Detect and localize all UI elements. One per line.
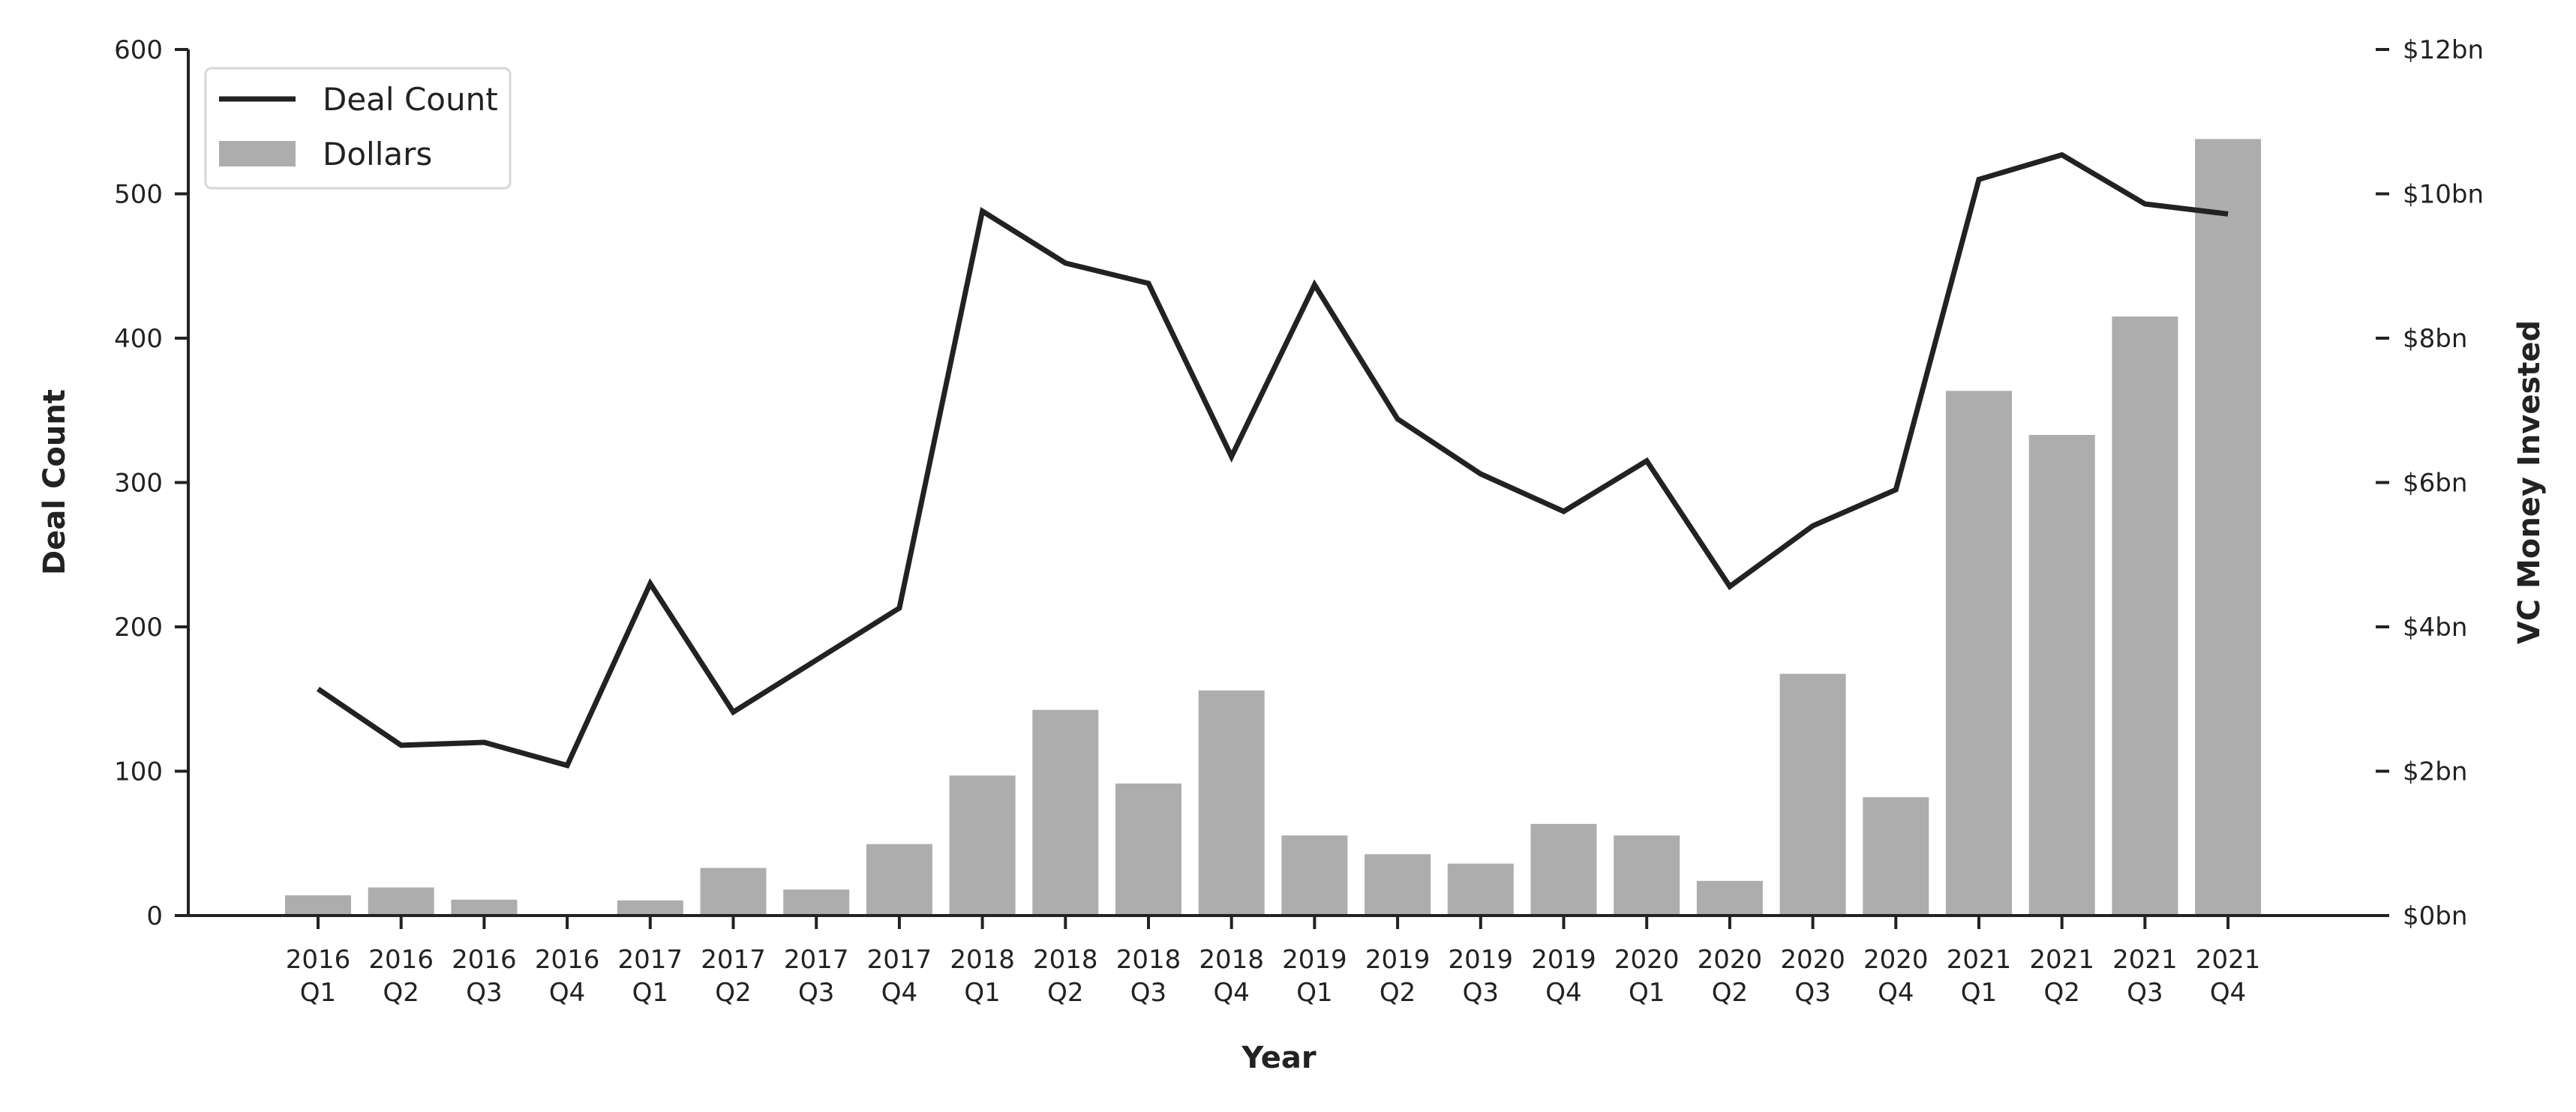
x-tick-label: 2018 Q2 [1033,945,1098,1008]
bar-2019-q2 [1365,854,1431,916]
bar-2020-q1 [1614,835,1680,916]
y-tick-label-left: 0 [146,901,163,931]
bar-2018-q4 [1198,690,1265,916]
bar-2021-q3 [2112,316,2178,916]
line-layer [317,151,2229,769]
y-axis-title-left: Deal Count [38,389,72,575]
x-tick-label: 2018 Q1 [950,945,1015,1008]
bar-2018-q3 [1115,783,1181,916]
y-tick-label-right: $12bn [2403,35,2484,65]
bar-2017-q2 [700,868,767,916]
y-tick-label-left: 400 [114,324,163,354]
bar-2021-q2 [2028,435,2095,916]
bar-2016-q3 [451,899,518,916]
y-tick-label-left: 200 [114,613,163,643]
x-tick-label: 2021 Q4 [2196,945,2261,1008]
y-tick-label-left: 600 [114,35,163,65]
x-tick-label: 2016 Q4 [535,945,600,1008]
y-tick-label-right: $4bn [2403,613,2467,643]
bar-2021-q4 [2195,139,2262,916]
y-tick-label-right: $2bn [2403,757,2467,787]
x-tick-label: 2017 Q4 [867,945,932,1008]
bar-2016-q2 [368,887,434,916]
x-tick-label: 2021 Q1 [1947,945,2012,1008]
y-tick-label-left: 500 [114,180,163,210]
y-ticks-right: $0bn $2bn $4bn $6bn $8bn $10bn $12bn [2376,35,2484,931]
y-tick-label-right: $10bn [2403,180,2484,210]
x-tick-label: 2016 Q1 [286,945,351,1008]
x-tick-label: 2018 Q3 [1116,945,1181,1008]
bar-2019-q4 [1530,823,1597,916]
bar-2019-q1 [1281,835,1348,916]
x-tick-label: 2021 Q2 [2029,945,2094,1008]
x-tick-label: 2020 Q4 [1863,945,1929,1008]
y-ticks-left: 0 100 200 300 400 500 600 [114,35,188,931]
bar-2017-q1 [617,900,683,916]
x-tick-label: 2020 Q3 [1780,945,1845,1008]
y-tick-label-right: $0bn [2403,901,2467,931]
x-tick-label: 2019 Q1 [1282,945,1347,1008]
legend-label-deal-count: Deal Count [323,81,498,118]
bar-2019-q3 [1447,863,1514,916]
y-tick-label-left: 100 [114,757,163,787]
deal-count-line [317,151,2229,769]
x-axis-title: Year [1241,1041,1316,1075]
bar-2020-q3 [1779,673,1846,916]
legend-label-dollars: Dollars [323,136,432,172]
x-tick-label: 2020 Q2 [1698,945,1763,1008]
x-tick-label: 2016 Q2 [368,945,434,1008]
bar-2017-q4 [866,844,932,916]
y-tick-label-right: $6bn [2403,469,2467,499]
x-tick-label: 2019 Q2 [1365,945,1431,1008]
bar-2018-q2 [1032,709,1099,916]
y-tick-label-right: $8bn [2403,324,2467,354]
y-tick-label-left: 300 [114,469,163,499]
x-tick-label: 2017 Q1 [618,945,683,1008]
bar-2020-q2 [1696,880,1763,916]
bar-2017-q3 [783,889,850,916]
legend: Deal Count Dollars [204,67,512,190]
bar-2018-q1 [949,775,1016,916]
x-tick-label: 2016 Q3 [452,945,517,1008]
x-tick-label: 2020 Q1 [1614,945,1680,1008]
x-ticks: 2016 Q1 2016 Q2 2016 Q3 2016 Q4 2017 Q1 2017 Q2 2017… [286,916,2261,1008]
x-tick-label: 2021 Q3 [2112,945,2178,1008]
bar-2021-q1 [1946,391,2012,916]
bar-2016-q1 [285,895,351,916]
x-tick-label: 2018 Q4 [1199,945,1264,1008]
bars-layer [285,139,2262,916]
legend-swatch-dollars [219,141,296,166]
x-tick-label: 2017 Q3 [784,945,849,1008]
x-tick-label: 2019 Q3 [1449,945,1514,1008]
x-tick-label: 2019 Q4 [1531,945,1596,1008]
y-axis-title-right: VC Money Invested [2512,320,2547,644]
bar-2020-q4 [1863,797,1929,916]
x-tick-label: 2017 Q2 [701,945,766,1008]
